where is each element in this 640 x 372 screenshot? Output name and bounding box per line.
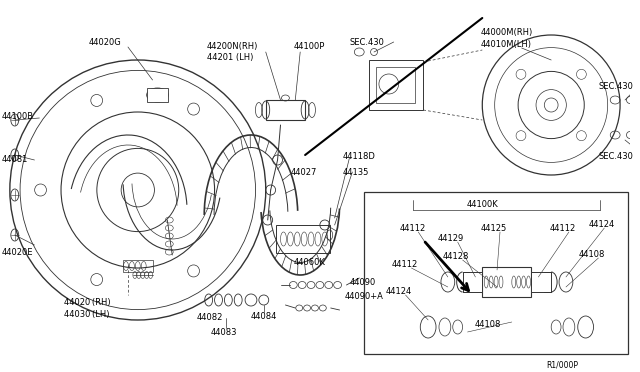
Bar <box>376 67 415 103</box>
Text: R1/000P: R1/000P <box>547 360 579 369</box>
Bar <box>483 267 531 297</box>
Text: 44129: 44129 <box>438 234 464 243</box>
Text: 44020E: 44020E <box>2 248 33 257</box>
Text: 44020G: 44020G <box>88 38 122 47</box>
Bar <box>369 60 423 110</box>
Bar <box>266 100 305 120</box>
Bar <box>463 272 483 292</box>
Text: 44082: 44082 <box>197 313 223 322</box>
Text: 44108: 44108 <box>474 320 500 329</box>
Text: 44118D: 44118D <box>342 152 376 161</box>
Text: 44200N(RH): 44200N(RH) <box>207 42 258 51</box>
Text: 44030 (LH): 44030 (LH) <box>64 310 109 319</box>
Bar <box>364 192 628 354</box>
Bar <box>531 272 551 292</box>
Text: 44124: 44124 <box>589 220 615 229</box>
Bar <box>276 225 330 253</box>
Text: 44020 (RH): 44020 (RH) <box>64 298 111 307</box>
Text: 44081: 44081 <box>2 155 28 164</box>
Text: 44112: 44112 <box>392 260 418 269</box>
Text: SEC.430: SEC.430 <box>349 38 384 47</box>
Text: 44124: 44124 <box>386 287 412 296</box>
Text: 44084: 44084 <box>251 312 277 321</box>
Text: 44112: 44112 <box>549 224 575 233</box>
Text: 44135: 44135 <box>342 168 369 177</box>
Text: 44112: 44112 <box>399 224 426 233</box>
Text: SEC.430: SEC.430 <box>598 82 634 91</box>
Text: 44000M(RH): 44000M(RH) <box>480 28 532 37</box>
Text: 44090+A: 44090+A <box>344 292 383 301</box>
Text: SEC.430: SEC.430 <box>598 152 634 161</box>
Text: 44108: 44108 <box>579 250 605 259</box>
Bar <box>147 88 168 102</box>
Text: 44083: 44083 <box>211 328 237 337</box>
Text: 44027: 44027 <box>291 168 317 177</box>
Text: 44201 (LH): 44201 (LH) <box>207 53 253 62</box>
Text: 44100P: 44100P <box>293 42 324 51</box>
Text: 44100K: 44100K <box>467 200 498 209</box>
Text: 44060K: 44060K <box>293 258 325 267</box>
Text: 44100B: 44100B <box>2 112 34 121</box>
Text: 44010M(LH): 44010M(LH) <box>480 40 531 49</box>
Text: 44090: 44090 <box>349 278 376 287</box>
Text: 44125: 44125 <box>480 224 507 233</box>
Text: 44128: 44128 <box>443 252 469 261</box>
Bar <box>123 260 152 272</box>
